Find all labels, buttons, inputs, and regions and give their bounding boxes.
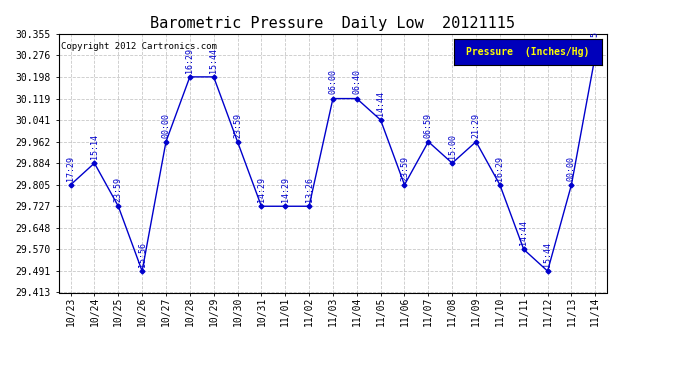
Text: 15:44: 15:44: [543, 242, 552, 267]
Text: 23:59: 23:59: [400, 156, 409, 181]
Text: 15:14: 15:14: [90, 134, 99, 159]
Text: 14:44: 14:44: [376, 91, 385, 116]
Text: 14:29: 14:29: [281, 177, 290, 202]
Text: 23:5: 23:5: [591, 31, 600, 51]
Text: 06:00: 06:00: [328, 69, 337, 94]
Text: 15:44: 15:44: [209, 48, 218, 73]
Text: 23:59: 23:59: [233, 112, 242, 138]
Text: Copyright 2012 Cartronics.com: Copyright 2012 Cartronics.com: [61, 42, 217, 51]
Text: 14:29: 14:29: [257, 177, 266, 202]
Text: 16:29: 16:29: [495, 156, 504, 181]
Text: 17:29: 17:29: [66, 156, 75, 181]
Text: 15:00: 15:00: [448, 134, 457, 159]
Text: 13:26: 13:26: [304, 177, 313, 202]
Text: 23:59: 23:59: [114, 177, 123, 202]
Title: Barometric Pressure  Daily Low  20121115: Barometric Pressure Daily Low 20121115: [150, 16, 515, 31]
Text: 06:59: 06:59: [424, 112, 433, 138]
Text: 21:29: 21:29: [471, 112, 480, 138]
Text: 00:00: 00:00: [567, 156, 576, 181]
Text: 14:44: 14:44: [520, 220, 529, 245]
Text: 15:56: 15:56: [137, 242, 146, 267]
Text: 16:29: 16:29: [186, 48, 195, 73]
Text: 06:40: 06:40: [353, 69, 362, 94]
Text: 00:00: 00:00: [161, 112, 170, 138]
